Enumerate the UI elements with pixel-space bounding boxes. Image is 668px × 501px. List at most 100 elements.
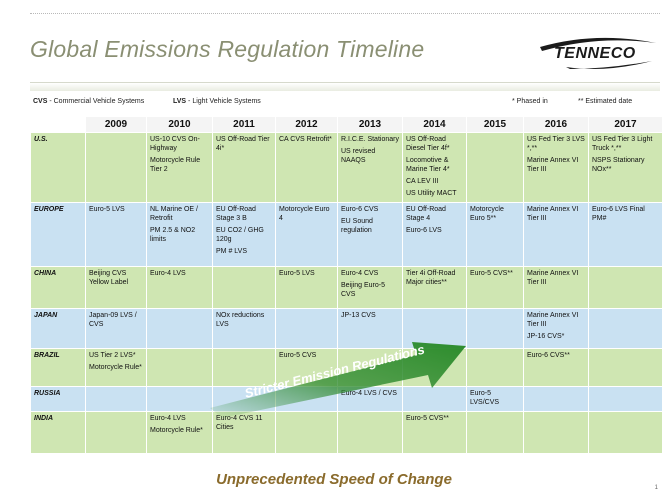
year-header: 2017 <box>588 116 663 133</box>
table-cell: Marine Annex VI Tier III JP-16 CVS* <box>523 308 589 349</box>
table-cell: JP-13 CVS <box>337 308 403 349</box>
regulation-entry: PM 2.5 & NO2 limits <box>150 227 196 243</box>
regulation-entry: Motorcycle Rule* <box>89 364 142 371</box>
table-cell <box>85 132 147 203</box>
regulation-entry: Euro-4 LVS / CVS <box>341 390 397 397</box>
table-cell <box>146 308 213 349</box>
year-header: 2013 <box>337 116 403 133</box>
regulation-entry: JP-13 CVS <box>341 312 376 319</box>
footer-tagline: Unprecedented Speed of Change <box>216 471 452 488</box>
region-label: BRAZIL <box>30 348 86 387</box>
table-cell: Euro-5 LVS <box>275 266 338 309</box>
regulation-entry: Euro-6 LVS Final PM# <box>592 206 645 222</box>
region-label: CHINA <box>30 266 86 309</box>
table-cell <box>588 308 663 349</box>
table-cell: Euro-4 LVS Motorcycle Rule* <box>146 411 213 454</box>
table-cell: Marine Annex VI Tier III <box>523 266 589 309</box>
regulation-entry: Marine Annex VI Tier III <box>527 270 579 286</box>
regulation-entry: EU Sound regulation <box>341 218 373 234</box>
year-header: 2014 <box>402 116 467 133</box>
table-cell <box>85 411 147 454</box>
legend-estimated-date: ** Estimated date <box>578 98 633 105</box>
table-cell: Euro-4 LVS <box>146 266 213 309</box>
regulation-entry: PM # LVS <box>216 248 247 255</box>
table-cell: Marine Annex VI Tier III <box>523 202 589 267</box>
table-cell: Tier 4i Off-Road Major cities** <box>402 266 467 309</box>
region-label: EUROPE <box>30 202 86 267</box>
stricter-regulations-arrow-icon: Stricter Emission Regulations <box>210 342 466 418</box>
table-cell <box>275 308 338 349</box>
table-cell: Euro-6 CVS EU Sound regulation <box>337 202 403 267</box>
regulation-entry: Beijing Euro-5 CVS <box>341 282 385 298</box>
table-cell: Beijing CVS Yellow Label <box>85 266 147 309</box>
year-header: 2011 <box>212 116 276 133</box>
table-cell <box>402 386 467 412</box>
table-cell <box>466 411 524 454</box>
table-cell <box>146 348 213 387</box>
year-header-row: 2009 2010 2011 2012 2013 2014 2015 2016 2017 <box>30 116 663 133</box>
regulation-entry: Marine Annex VI Tier III <box>527 206 579 222</box>
year-header: 2009 <box>85 116 147 133</box>
regulation-entry: US Utility MACT <box>406 190 457 197</box>
table-row: CHINA Beijing CVS Yellow Label Euro-4 LVS E… <box>30 266 663 309</box>
regulation-entry: Tier 4i Off-Road Major cities** <box>406 270 456 286</box>
regulation-entry: Motorcycle Euro 4 <box>279 206 330 222</box>
regulation-entry: US Tier 2 LVS* <box>89 352 136 359</box>
table-cell: US Fed Tier 3 Light Truck *,** NSPS Stati… <box>588 132 663 203</box>
regulation-entry: Marine Annex VI Tier III <box>527 157 579 173</box>
regulation-entry: EU Off-Road Stage 3 B <box>216 206 256 222</box>
table-row: EUROPE Euro-5 LVS NL Marine OE / Retrofit P… <box>30 202 663 267</box>
table-cell <box>85 386 147 412</box>
region-label: INDIA <box>30 411 86 454</box>
regulation-entry: Locomotive & Marine Tier 4* <box>406 157 450 173</box>
regulation-entry: EU CO2 / GHG 120g <box>216 227 264 243</box>
table-cell: Euro-4 LVS / CVS <box>337 386 403 412</box>
table-cell: EU Off-Road Stage 3 B EU CO2 / GHG 120g PM… <box>212 202 276 267</box>
table-cell: US-10 CVS On-Highway Motorcycle Rule Tier… <box>146 132 213 203</box>
table-cell <box>466 308 524 349</box>
table-cell <box>337 411 403 454</box>
region-label: RUSSIA <box>30 386 86 412</box>
legend-phased-in: * Phased in <box>512 98 548 105</box>
regulation-entry: R.I.C.E. Stationary <box>341 136 399 143</box>
table-cell <box>588 266 663 309</box>
legend-cvs: CVS - Commercial Vehicle Systems <box>33 98 145 105</box>
table-cell: Euro-6 LVS Final PM# <box>588 202 663 267</box>
table-cell: NL Marine OE / Retrofit PM 2.5 & NO2 limi… <box>146 202 213 267</box>
legend-lvs: LVS - Light Vehicle Systems <box>173 98 261 105</box>
table-cell: R.I.C.E. Stationary US revised NAAQS <box>337 132 403 203</box>
regulation-entry: Euro-4 CVS <box>341 270 379 277</box>
region-label: JAPAN <box>30 308 86 349</box>
table-cell: Euro-6 CVS** <box>523 348 589 387</box>
table-cell <box>146 386 213 412</box>
table-cell: US Off-Road Diesel Tier 4f* Locomotive & … <box>402 132 467 203</box>
regulation-entry: NOx reductions LVS <box>216 312 265 328</box>
tenneco-logo: TENNECO <box>536 33 660 73</box>
regulation-entry: Marine Annex VI Tier III <box>527 312 579 328</box>
regulation-entry: Euro-4 LVS <box>150 415 186 422</box>
regulation-entry: CA CVS Retrofit* <box>279 136 332 143</box>
top-dotted-rule <box>30 13 660 14</box>
page-title: Global Emissions Regulation Timeline <box>30 36 425 62</box>
table-cell: Euro-5 LVS/CVS <box>466 386 524 412</box>
table-cell: US Tier 2 LVS* Motorcycle Rule* <box>85 348 147 387</box>
table-row: U.S. US-10 CVS On-Highway Motorcycle Rule … <box>30 132 663 203</box>
region-label: U.S. <box>30 132 86 203</box>
regulation-entry: Motorcycle Rule Tier 2 <box>150 157 201 173</box>
table-cell: US Off-Road Tier 4i* <box>212 132 276 203</box>
regulation-entry: Euro-5 LVS <box>89 206 125 213</box>
regulation-entry: Motorcycle Rule* <box>150 427 203 434</box>
year-header: 2015 <box>466 116 524 133</box>
regulation-entry: Beijing CVS Yellow Label <box>89 270 129 286</box>
table-row: JAPAN Japan-09 LVS / CVS NOx reductions LV… <box>30 308 663 349</box>
table-cell <box>212 266 276 309</box>
table-cell: Motorcycle Euro 5** <box>466 202 524 267</box>
table-cell: Japan-09 LVS / CVS <box>85 308 147 349</box>
year-header: 2012 <box>275 116 338 133</box>
regulation-entry: Motorcycle Euro 5** <box>470 206 504 222</box>
regulation-entry: Euro-5 LVS/CVS <box>470 390 500 406</box>
table-cell <box>588 386 663 412</box>
regulation-entry: Euro-5 CVS** <box>470 270 513 277</box>
table-cell: Euro-4 CVS Beijing Euro-5 CVS <box>337 266 403 309</box>
regulation-entry: Euro-5 CVS** <box>406 415 449 422</box>
